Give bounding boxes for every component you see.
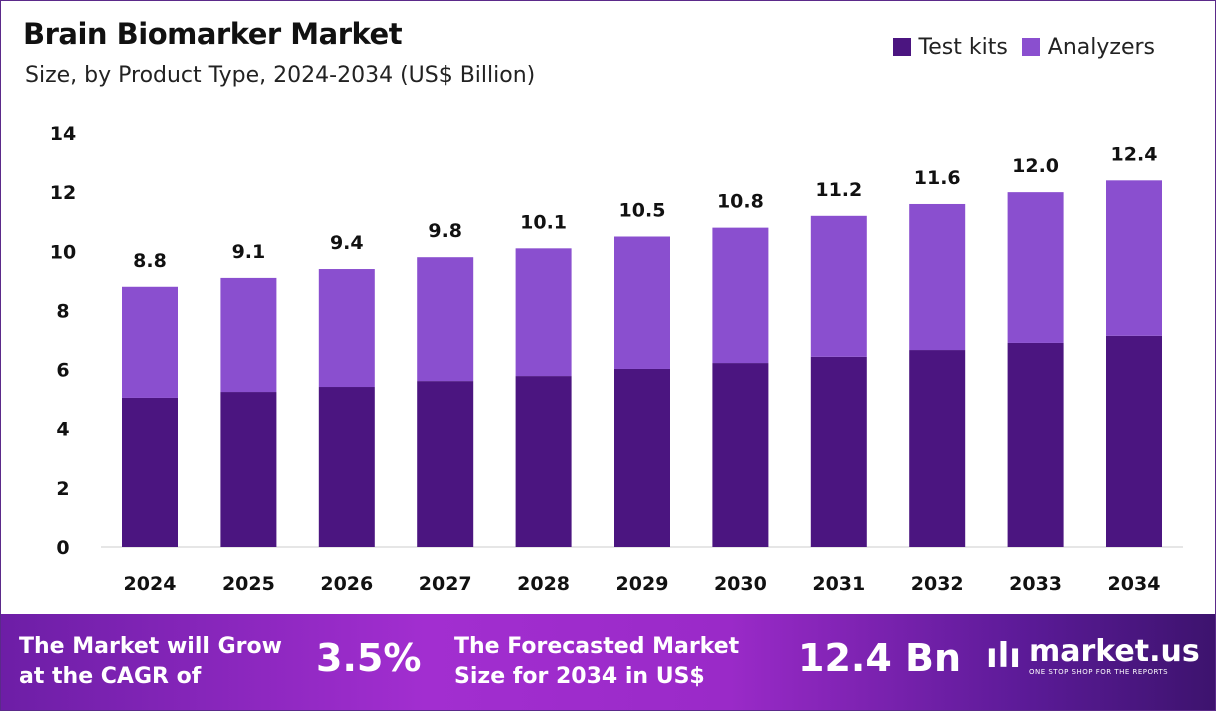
y-tick-label: 8 [56, 300, 69, 322]
legend-swatch [1021, 38, 1040, 56]
bar-analyzers-2025 [220, 277, 277, 393]
bar-test-kits-2028 [515, 376, 572, 547]
y-tick-label: 12 [50, 182, 76, 204]
legend-item-analyzers: Analyzers [1021, 35, 1155, 60]
total-label: 9.8 [428, 220, 462, 242]
x-tick-label: 2029 [616, 573, 669, 595]
bar-test-kits-2029 [614, 368, 670, 547]
cagr-label: The Market will Grow at the CAGR of [19, 632, 282, 692]
bar-analyzers-2033 [1007, 192, 1064, 343]
legend-swatch [892, 38, 911, 56]
chart-title: Brain Biomarker Market [23, 17, 403, 51]
y-tick-label: 0 [56, 537, 69, 559]
plot-area: 0 2 4 6 8 10 12 14 8.8 2024 9.1 2025 9.4 2026 9.8 2027 1… [50, 123, 1183, 595]
x-tick-label: 2028 [517, 573, 570, 595]
x-tick-label: 2027 [419, 573, 472, 595]
x-tick-label: 2034 [1108, 573, 1161, 595]
bar-test-kits-2034 [1106, 335, 1162, 547]
total-label: 8.8 [133, 250, 167, 272]
bar-test-kits-2027 [417, 381, 474, 547]
total-label: 10.1 [520, 211, 567, 233]
bar-analyzers-2031 [810, 215, 867, 357]
total-label: 9.4 [330, 232, 364, 254]
bar-analyzers-2026 [318, 269, 375, 388]
y-tick-label: 4 [56, 419, 69, 441]
x-tick-label: 2025 [222, 573, 275, 595]
footer-banner: The Market will Grow at the CAGR of 3.5% … [1, 614, 1215, 710]
bar-analyzers-2030 [712, 227, 769, 364]
legend-label: Test kits [918, 35, 1008, 60]
y-tick-label: 6 [56, 360, 69, 382]
x-tick-label: 2033 [1009, 573, 1062, 595]
cagr-label-line: The Market will Grow [19, 634, 282, 659]
forecast-value: 12.4 Bn [798, 636, 962, 680]
legend-label: Analyzers [1047, 35, 1155, 60]
chart-subtitle: Size, by Product Type, 2024-2034 (US$ Bi… [25, 63, 536, 88]
total-label: 11.6 [914, 167, 961, 189]
total-label: 12.4 [1111, 143, 1158, 165]
logo-tagline: ONE STOP SHOP FOR THE REPORTS [1028, 668, 1169, 676]
forecast-label: The Forecasted Market Size for 2034 in US… [454, 632, 739, 692]
bar-test-kits-2026 [318, 387, 375, 547]
y-tick-label: 2 [56, 478, 69, 500]
bar-test-kits-2031 [810, 356, 867, 547]
total-label: 10.8 [717, 191, 764, 213]
legend: Test kits Analyzers [892, 35, 1155, 60]
bar-test-kits-2025 [220, 392, 277, 547]
forecast-label-line: Size for 2034 in US$ [454, 664, 705, 689]
logo-icon: ılı [986, 636, 1021, 676]
forecast-label-line: The Forecasted Market [454, 634, 740, 659]
total-label: 11.2 [815, 179, 862, 201]
total-label: 9.1 [232, 241, 266, 263]
bar-analyzers-2024 [122, 286, 178, 398]
y-tick-label: 14 [50, 123, 76, 145]
x-tick-label: 2030 [714, 573, 767, 595]
x-tick-label: 2032 [911, 573, 964, 595]
bar-test-kits-2033 [1007, 342, 1064, 547]
cagr-label-line: at the CAGR of [19, 664, 202, 689]
x-tick-label: 2024 [124, 573, 177, 595]
bar-analyzers-2032 [909, 203, 966, 351]
bar-test-kits-2024 [122, 397, 178, 547]
legend-item-test-kits: Test kits [892, 35, 1008, 60]
x-tick-label: 2026 [320, 573, 373, 595]
bar-test-kits-2030 [712, 363, 769, 547]
total-label: 10.5 [619, 200, 666, 222]
y-tick-label: 10 [50, 241, 76, 263]
market-us-logo: ılı market.us ONE STOP SHOP FOR THE REPOR… [986, 634, 1200, 677]
bar-analyzers-2027 [417, 257, 474, 382]
total-label: 12.0 [1012, 155, 1059, 177]
bar-analyzers-2029 [614, 236, 670, 369]
bar-analyzers-2034 [1106, 180, 1162, 336]
bar-analyzers-2028 [515, 248, 572, 377]
bar-test-kits-2032 [909, 350, 966, 547]
x-tick-label: 2031 [812, 573, 865, 595]
logo-name: market.us [1028, 634, 1200, 669]
cagr-value: 3.5% [316, 636, 422, 680]
